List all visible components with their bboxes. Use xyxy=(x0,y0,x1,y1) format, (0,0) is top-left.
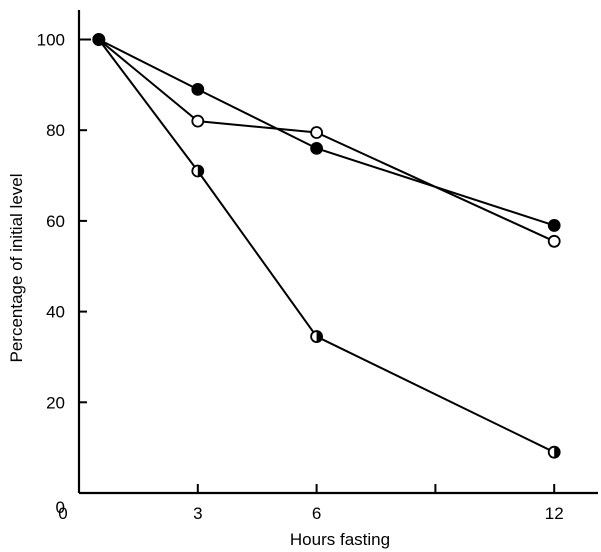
point-half-filled-circle-12 xyxy=(547,445,561,459)
series-line-half-filled-circle xyxy=(98,38,555,454)
axes xyxy=(77,10,598,495)
y-tick-label-20: 20 xyxy=(46,393,65,412)
point-filled-circle-12 xyxy=(547,219,561,232)
series-lines xyxy=(98,38,555,454)
point-filled-circle-6 xyxy=(310,141,324,155)
point-open-circle-12 xyxy=(547,234,561,248)
y-axis-title: Percentage of initial level xyxy=(7,173,26,362)
point-half-filled-circle-0.5 xyxy=(92,33,106,46)
ticks xyxy=(79,38,556,493)
point-half-filled-circle-3 xyxy=(191,164,205,178)
y-tick-label-80: 80 xyxy=(46,121,65,140)
y-tick-label-60: 60 xyxy=(46,212,65,231)
point-half-filled-circle-3-fill xyxy=(197,165,204,177)
x-tick-label-6: 6 xyxy=(312,504,321,523)
markers xyxy=(92,33,561,459)
x-tick-label-12: 12 xyxy=(545,504,564,523)
point-half-filled-circle-6-fill xyxy=(316,331,323,343)
y-tick-label-0: 0 xyxy=(56,498,65,517)
point-half-filled-circle-12-fill xyxy=(554,446,560,458)
point-half-filled-circle-6 xyxy=(310,330,324,343)
point-open-circle-3 xyxy=(191,114,205,128)
x-tick-label-3: 3 xyxy=(193,504,202,523)
series-line-open-circle xyxy=(98,38,555,243)
tick-labels: 0 20 40 60 80 100 0 3 6 12 xyxy=(37,31,564,524)
point-open-circle-6 xyxy=(310,126,324,139)
point-filled-circle-3 xyxy=(191,82,205,96)
y-tick-label-100: 100 xyxy=(37,31,65,50)
x-tick-label-0: 0 xyxy=(58,504,67,523)
series-line-filled-circle xyxy=(98,38,555,227)
x-axis-title: Hours fasting xyxy=(290,530,390,549)
y-tick-label-40: 40 xyxy=(46,303,65,322)
